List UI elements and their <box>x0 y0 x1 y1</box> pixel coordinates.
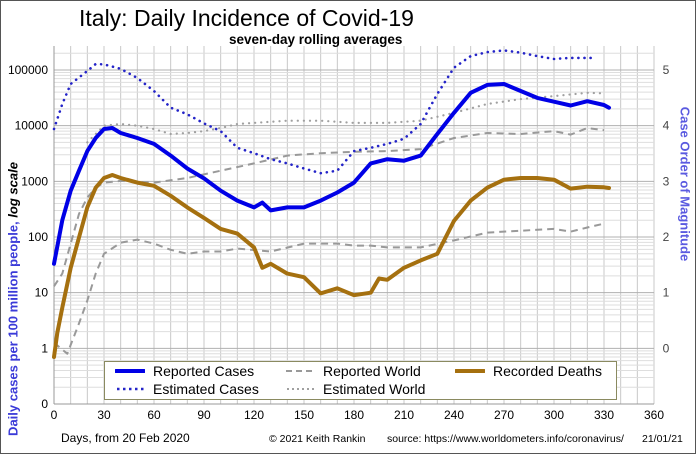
x-tick-label: 120 <box>244 408 264 422</box>
series-reported-world <box>53 127 605 287</box>
legend-item-estimated-cases: Estimated Cases <box>115 381 259 397</box>
y-tick-label: 10000 <box>15 119 49 133</box>
series-recorded-deaths <box>52 173 611 359</box>
y2-tick-label: 2 <box>663 230 670 244</box>
x-tick-label: 360 <box>644 408 664 422</box>
legend-swatch-reported-cases <box>115 369 145 373</box>
y-tick-label: 100000 <box>8 63 48 77</box>
y-axis-label: Daily cases per 100 million people, log … <box>6 162 21 436</box>
y-axis-label-log-scale: log scale <box>5 162 21 218</box>
x-tick-label: 270 <box>494 408 514 422</box>
legend-item-reported-world: Reported World <box>285 363 421 379</box>
y2-tick-label: 0 <box>663 341 670 355</box>
copyright: © 2021 Keith Rankin <box>269 433 366 445</box>
series-reported-world <box>53 222 605 355</box>
y2-tick-label: 1 <box>663 286 670 300</box>
legend-item-estimated-world: Estimated World <box>285 381 425 397</box>
y-tick-label: 100 <box>28 230 48 244</box>
x-tick-label: 240 <box>444 408 464 422</box>
y2-tick-label: 3 <box>663 174 670 188</box>
x-tick-label: 30 <box>97 408 111 422</box>
legend-label: Estimated World <box>323 381 426 397</box>
legend-swatch-estimated-world <box>287 388 314 390</box>
legend-swatch-recorded-deaths <box>455 369 485 373</box>
source: source: https://www.worldometers.info/co… <box>387 433 624 445</box>
y2-tick-label: 5 <box>663 63 670 77</box>
legend: Reported Cases Reported World Recorded D… <box>104 361 617 400</box>
x-tick-label: 90 <box>197 408 211 422</box>
x-tick-label: 210 <box>394 408 414 422</box>
legend-item-reported-cases: Reported Cases <box>115 363 254 379</box>
y2-tick-label: 4 <box>663 119 670 133</box>
x-tick-label: 150 <box>294 408 314 422</box>
legend-item-recorded-deaths: Recorded Deaths <box>455 363 602 379</box>
series-reported-cases <box>52 82 611 266</box>
date: 21/01/21 <box>642 433 683 445</box>
y-tick-label: 1 <box>41 341 48 355</box>
chart-subtitle: seven-day rolling averages <box>229 32 403 47</box>
x-axis-label: Days, from 20 Feb 2020 <box>61 431 190 445</box>
series-estimated-cases <box>52 49 598 175</box>
series-estimated-world <box>86 91 606 144</box>
chart-title: Italy: Daily Incidence of Covid-19 <box>79 5 414 31</box>
legend-label: Reported World <box>323 363 421 379</box>
x-tick-label: 0 <box>51 408 58 422</box>
y-tick-label: 1000 <box>21 174 48 188</box>
legend-swatch-estimated-cases <box>117 387 144 391</box>
x-tick-label: 300 <box>544 408 564 422</box>
legend-label: Estimated Cases <box>153 381 259 397</box>
x-tick-label: 60 <box>147 408 161 422</box>
y-tick-label: 0 <box>41 397 48 411</box>
y2-axis-label: Case Order of Magnitude <box>677 106 693 262</box>
x-tick-label: 330 <box>594 408 614 422</box>
x-tick-label: 180 <box>344 408 364 422</box>
legend-label: Reported Cases <box>153 363 255 379</box>
legend-swatch-reported-world <box>286 370 314 372</box>
y-tick-label: 10 <box>35 286 49 300</box>
y-axis-label-main: Daily cases per 100 million people, <box>5 221 21 436</box>
legend-label: Recorded Deaths <box>493 363 602 379</box>
